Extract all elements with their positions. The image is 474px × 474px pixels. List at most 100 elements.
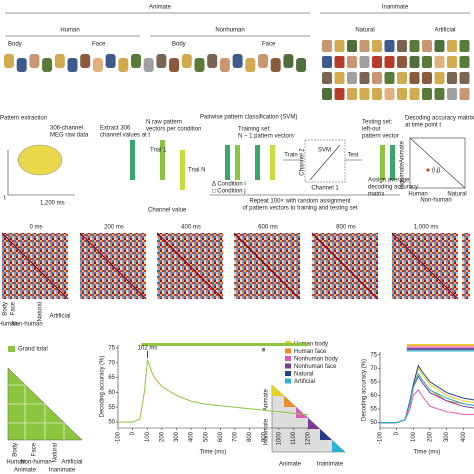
thumbnail: [270, 58, 281, 72]
legend-label: Grand total: [18, 347, 48, 353]
thumbnail: [169, 58, 180, 72]
legend-label: Artificial: [294, 379, 315, 385]
x-tick-label: 500: [203, 431, 209, 442]
label: Body: [172, 42, 186, 48]
matrix-diagonal: [79, 232, 147, 300]
thumbnail: [105, 54, 116, 68]
label: Natural: [53, 443, 59, 462]
y-axis-label: Decoding accuracy (%): [362, 359, 368, 421]
matrix-diagonal: [311, 232, 379, 300]
thumbnail: [334, 72, 345, 84]
thumbnail: [384, 40, 395, 52]
y-tick-label: 70: [108, 360, 115, 366]
significance-bar: [406, 350, 474, 352]
legend-swatch: [285, 378, 291, 384]
vector: [235, 145, 240, 180]
thumbnail: [347, 40, 357, 52]
thumbnail: [296, 58, 307, 72]
label: Testing set:: [362, 120, 393, 126]
thumbnail: [245, 58, 256, 72]
label: Inanimate: [49, 468, 76, 474]
x-tick-label: 100: [145, 431, 151, 442]
thumbnail: [16, 58, 27, 72]
chart: 50 55 60 65 70 75 -100 0 100 200 300 400 500 600 700 80…: [100, 345, 312, 456]
label: Inanimate: [264, 418, 270, 445]
label: 1,200 ms: [40, 201, 65, 207]
label: 306-channel: [50, 126, 83, 132]
x-axis-label: Time (ms): [200, 450, 227, 456]
thumbnail: [447, 72, 457, 84]
label: Artificial: [434, 28, 455, 34]
triangle-block: [284, 396, 296, 407]
label: Channel 1: [311, 186, 339, 192]
label: Inanimate: [317, 462, 344, 468]
vector: [270, 145, 275, 180]
x-tick-label: 1200: [306, 431, 312, 445]
label: Nonhuman: [215, 28, 244, 34]
label: Animate: [264, 388, 270, 411]
thumbnail: [422, 72, 432, 84]
svm-box: [304, 139, 346, 183]
legend-label: Human face: [294, 349, 327, 355]
label: Non-human: [11, 322, 42, 328]
thumbnail: [219, 58, 230, 72]
x-tick-label: 400: [461, 431, 467, 442]
thumbnail: [372, 88, 382, 100]
thumbnail: [384, 72, 395, 84]
significance-bar: [406, 345, 474, 347]
y-tick-label: 60: [108, 390, 115, 396]
legend-label: Nonhuman face: [294, 364, 337, 370]
thumbnail: [434, 56, 445, 68]
significance-bar: [406, 346, 474, 348]
thumbnail: [409, 40, 420, 52]
label: Animate: [400, 140, 406, 163]
thumbnail: [409, 88, 420, 100]
label: Face: [32, 442, 38, 456]
y-tick-label: 55: [370, 407, 377, 413]
thumbnail: [322, 88, 332, 100]
thumbnail: [409, 72, 420, 84]
x-tick-label: -100: [378, 431, 384, 444]
svm-boundary: [309, 144, 341, 181]
label: Channel value: [148, 208, 187, 214]
x-tick-label: 800: [247, 431, 253, 442]
label: e: [262, 348, 266, 354]
label: Artificial: [61, 460, 82, 466]
thumbnail: [409, 56, 420, 68]
thumbnail: [434, 88, 445, 100]
y-tick-label: 50: [370, 420, 377, 426]
thumbnail: [207, 54, 218, 68]
matrix-diagonal: [1, 232, 69, 300]
chart: 505560657075-1000100200300400500600700De…: [362, 352, 474, 456]
thumbnail: [372, 40, 382, 52]
series-line: [380, 367, 474, 424]
triangle-block: [296, 407, 308, 418]
vector: [225, 145, 230, 180]
thumbnail: [372, 72, 382, 84]
label: Face: [11, 301, 17, 315]
thumbnail: [397, 72, 407, 84]
label: 1,000 ms: [414, 225, 439, 231]
triangle-block: [320, 429, 332, 440]
label: Natural: [38, 302, 44, 321]
significance-bar: [141, 343, 308, 346]
x-tick-label: 300: [444, 431, 450, 442]
label: Decoding accuracy matrix: [405, 116, 474, 122]
colorbar: [462, 233, 470, 299]
series-line: [118, 359, 309, 423]
label: Non-human: [420, 198, 451, 204]
thumbnail: [422, 88, 432, 100]
thumbnail: [372, 56, 382, 68]
legend-swatch: [285, 348, 291, 354]
label: Inanimate: [382, 5, 409, 11]
thumbnail: [67, 58, 78, 72]
label: vectors per condition: [146, 127, 201, 133]
label: Human: [6, 460, 25, 466]
vector: [180, 150, 185, 190]
label: Training set:: [238, 127, 271, 133]
label: pattern vector: [362, 134, 399, 140]
thumbnail: [334, 88, 345, 100]
matrix-box: [409, 137, 466, 189]
vector: [390, 145, 395, 180]
